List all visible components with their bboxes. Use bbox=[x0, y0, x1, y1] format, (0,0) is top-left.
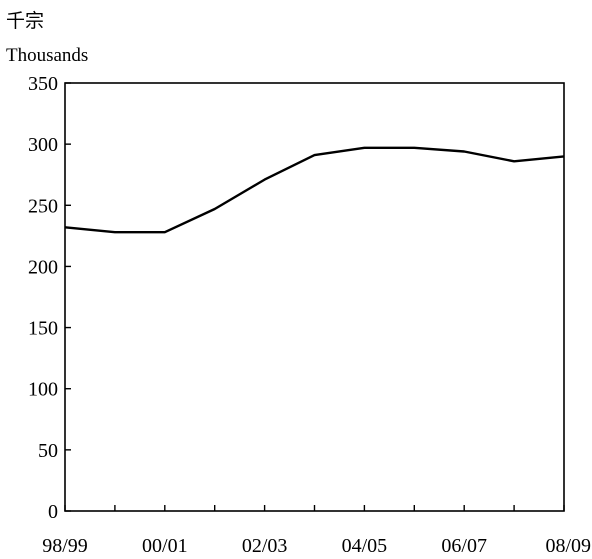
y-tick-label: 100 bbox=[28, 379, 58, 401]
y-tick-label: 200 bbox=[28, 256, 58, 278]
x-axis-ticks: 98/99 00/01 02/03 04/05 06/07 08/09 bbox=[42, 505, 591, 557]
plot-area-frame bbox=[64, 82, 565, 512]
series-line bbox=[64, 146, 565, 234]
x-tick-label: 08/09 bbox=[545, 535, 591, 557]
x-tick-label: 98/99 bbox=[42, 535, 88, 557]
x-tick-label: 02/03 bbox=[242, 535, 288, 557]
y-tick-label: 0 bbox=[48, 501, 58, 523]
x-tick-label: 00/01 bbox=[142, 535, 188, 557]
y-tick-label: 350 bbox=[28, 73, 58, 95]
x-tick-label: 04/05 bbox=[342, 535, 388, 557]
y-axis-ticks: 0 50 100 150 200 250 300 350 bbox=[28, 73, 71, 523]
y-tick-label: 300 bbox=[28, 134, 58, 156]
y-tick-label: 50 bbox=[38, 440, 58, 462]
y-tick-label: 150 bbox=[28, 318, 58, 340]
series-layer bbox=[64, 146, 565, 234]
y-axis-unit-chinese: 千宗 bbox=[6, 10, 45, 32]
y-tick-label: 250 bbox=[28, 195, 58, 217]
x-tick-label: 06/07 bbox=[441, 535, 487, 557]
y-axis-unit-english: Thousands bbox=[6, 45, 89, 66]
